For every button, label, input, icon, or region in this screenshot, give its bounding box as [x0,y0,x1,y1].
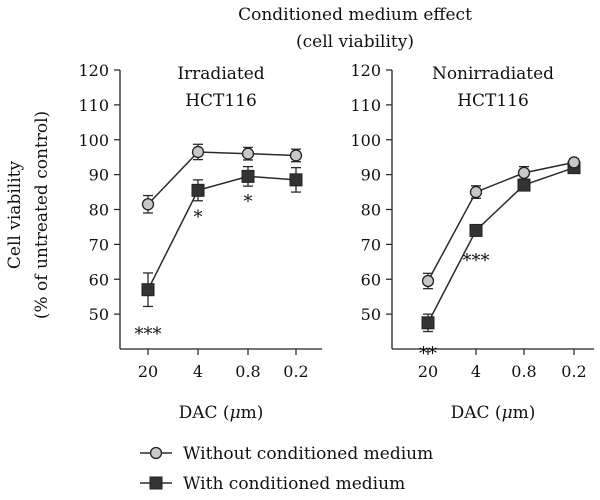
series-line [427,161,575,282]
y-tick-label: 100 [78,131,109,150]
x-axis-label: DAC (μm) [179,403,264,423]
data-point-square [191,183,205,197]
significance-annotation: *** [135,324,162,345]
data-point-square [289,173,303,187]
series-line [147,151,297,205]
data-point-circle [567,156,581,169]
data-point-circle [421,274,435,288]
panel-title-line2: HCT116 [185,91,257,111]
x-tick-label: 0.2 [561,362,586,381]
y-tick-label: 90 [361,166,381,185]
significance-annotation: *** [463,251,490,272]
legend-label-with: With conditioned medium [183,474,405,494]
y-tick-label: 120 [78,61,109,80]
significance-annotation: * [194,207,203,228]
y-axis-label-line2: (% of untreated control) [32,111,52,319]
y-axis-label-line1: Cell viability [5,161,25,270]
data-point-circle [289,149,303,162]
figure-title-line1: Conditioned medium effect [238,5,472,25]
x-tick-label: 20 [418,362,438,381]
data-point-square [469,223,483,237]
legend-marker-square [149,476,163,490]
x-tick-label: 0.8 [511,362,536,381]
x-axis-label: DAC (μm) [451,403,536,423]
y-tick-label: 60 [89,270,109,289]
y-tick-label: 110 [350,96,381,115]
panel-nonirradiated: 50 60 70 80 90 100 110 120 20 4 0.8 0.2 Nonirradiate… [350,61,594,423]
y-tick-label: 120 [350,61,381,80]
y-tick-label: 70 [361,235,381,254]
y-tick-label: 110 [78,96,109,115]
series-line [147,175,297,291]
data-point-circle [241,147,255,160]
data-point-circle [469,185,483,199]
data-point-square [421,316,435,330]
x-tick-label: 4 [471,362,481,381]
y-tick-label: 50 [361,305,381,324]
legend-item-with: With conditioned medium [140,474,405,494]
data-point-square [241,169,255,183]
data-point-circle [517,166,531,180]
legend-label-without: Without conditioned medium [183,444,433,464]
panel-title-line2: HCT116 [457,91,529,111]
x-tick-label: 0.2 [283,362,308,381]
legend-marker-circle [149,446,163,460]
y-tick-label: 50 [89,305,109,324]
legend: Without conditioned medium With conditio… [140,444,433,494]
x-tick-label: 20 [138,362,158,381]
data-point-circle [191,145,205,159]
x-tick-label: 4 [193,362,203,381]
y-tick-label: 90 [89,166,109,185]
legend-item-without: Without conditioned medium [140,444,433,464]
y-tick-label: 100 [350,131,381,150]
y-tick-label: 60 [361,270,381,289]
figure-title-line2: (cell viability) [296,32,414,52]
panel-irradiated: 50 60 70 80 90 100 110 120 20 4 0.8 0.2 Irradiated HC… [78,61,322,423]
series-line [427,166,575,324]
panel-title-line1: Irradiated [177,64,264,84]
significance-annotation: ** [419,344,437,365]
y-tick-label: 80 [89,201,109,220]
data-point-square [517,178,531,192]
y-tick-label: 80 [361,201,381,220]
data-point-circle [141,198,155,211]
panel-title-line1: Nonirradiated [432,64,554,84]
significance-annotation: * [244,191,253,212]
x-tick-label: 0.8 [235,362,260,381]
y-tick-label: 70 [89,235,109,254]
data-point-square [141,283,155,297]
